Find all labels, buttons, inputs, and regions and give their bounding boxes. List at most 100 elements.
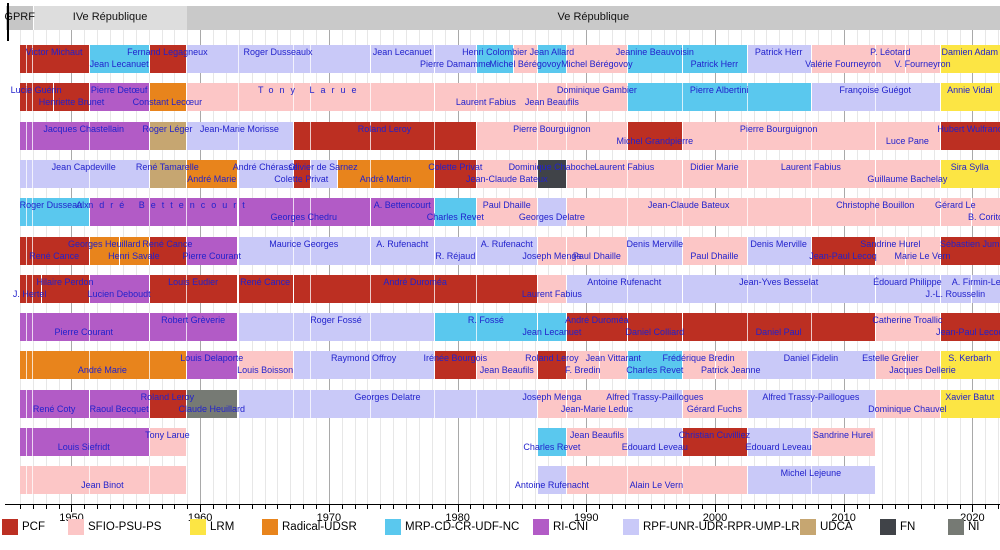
timeline-segment <box>476 159 538 188</box>
axis-year-tick <box>560 505 562 509</box>
axis-year-tick <box>573 505 575 509</box>
timeline-segment <box>746 159 876 188</box>
axis-year-tick <box>470 505 472 509</box>
year-gridline <box>805 30 807 504</box>
legend-label-ri: RI-CNI <box>553 521 589 533</box>
deputy-name-label: Daniel Fidelin <box>783 353 839 364</box>
timeline-segment <box>186 159 238 188</box>
legend-label-udca: UDCA <box>820 521 853 533</box>
deputy-name-label: Henriette Brunet <box>38 97 105 108</box>
timeline-segment <box>714 351 747 380</box>
axis-year-tick <box>110 505 112 509</box>
timeline-segment <box>537 389 567 418</box>
election-divider <box>309 274 311 303</box>
deputy-name-label: Constant Lecœur <box>132 97 203 108</box>
election-divider <box>309 389 311 418</box>
axis-decade-tick <box>586 505 588 512</box>
axis-decade-tick <box>714 505 716 512</box>
timeline-segment <box>746 351 876 380</box>
election-divider <box>476 83 478 112</box>
timeline-segment <box>434 83 538 112</box>
election-divider <box>31 236 33 265</box>
axis-tick-label: 1990 <box>574 512 599 524</box>
deputy-name-label: Colette Privat <box>428 161 483 172</box>
timeline-segment <box>682 313 876 342</box>
deputy-name-label: Marie Le Vern <box>894 250 951 261</box>
deputy-name-label: Jean-Claude Bateux <box>466 173 548 184</box>
timeline-segment <box>476 121 628 150</box>
timeline-segment <box>336 159 435 188</box>
election-divider <box>31 83 33 112</box>
year-gridline <box>161 30 163 504</box>
year-gridline <box>110 30 112 504</box>
election-divider <box>237 83 239 112</box>
timeline-segment <box>186 45 371 73</box>
timeline-segment <box>627 45 683 73</box>
year-gridline <box>689 30 691 504</box>
election-divider <box>25 198 27 227</box>
timeline-segment <box>537 466 567 495</box>
year-gridline <box>509 30 511 504</box>
election-divider <box>25 121 27 150</box>
year-gridline <box>251 30 253 504</box>
axis-year-tick <box>766 505 768 509</box>
axis-year-tick <box>637 505 639 509</box>
year-gridline <box>444 30 446 504</box>
year-gridline <box>547 30 549 504</box>
deputy-name-label: Denis Merville <box>750 238 807 249</box>
timeline-segment <box>537 198 567 227</box>
timeline-segment <box>18 236 90 265</box>
timeline-segment <box>18 274 41 303</box>
election-divider <box>292 83 294 112</box>
axis-year-tick <box>444 505 446 509</box>
timeline-segment <box>875 121 940 150</box>
decade-gridline <box>71 30 73 504</box>
year-gridline <box>380 30 382 504</box>
deputy-name-label: P. Léotard <box>870 47 911 57</box>
axis-year-tick <box>805 505 807 509</box>
year-gridline <box>779 30 781 504</box>
election-divider <box>292 313 294 342</box>
year-gridline <box>676 30 678 504</box>
timeline-segment <box>746 389 876 418</box>
election-divider <box>746 198 748 227</box>
timeline-segment <box>537 313 567 342</box>
deputy-name-label: Dominique Gambier <box>556 85 637 96</box>
deputy-name-label: Roger Léger <box>142 123 193 134</box>
timeline-segment <box>939 198 972 227</box>
deputy-name-label: Victor Michaut <box>25 47 83 57</box>
timeline-segment <box>476 45 513 73</box>
axis-year-tick <box>624 505 626 509</box>
deputy-name-label: Paul Dhaille <box>572 250 621 261</box>
election-divider <box>875 83 877 112</box>
timeline-segment <box>566 313 628 342</box>
deputy-name-label: A. Bettencourt <box>373 200 431 211</box>
axis-decade-tick <box>71 505 73 512</box>
timeline-segment <box>566 351 600 380</box>
election-divider <box>89 351 91 380</box>
axis-year-tick <box>418 505 420 509</box>
decade-gridline <box>972 30 974 504</box>
timeline-start-tick <box>7 3 9 41</box>
deputy-name-label: Georges Heuillard <box>68 238 141 249</box>
deputy-name-label: A. Firmin-Le Bod <box>951 276 1000 287</box>
timeline-segment <box>682 45 747 73</box>
timeline-segment <box>537 236 567 265</box>
timeline-segment <box>875 313 940 342</box>
deputy-name-label: Edouard Leveau <box>745 442 812 452</box>
election-divider <box>148 351 150 380</box>
election-divider <box>566 121 568 150</box>
timeline-segment <box>939 351 1000 380</box>
election-divider <box>434 274 436 303</box>
deputy-name-label: Pierre Albertini <box>689 85 749 96</box>
election-divider <box>370 274 372 303</box>
deputy-name-label: Louis Eudier <box>168 276 219 287</box>
deputy-name-label: Pierre Detœuf <box>90 85 148 96</box>
deputy-name-label: Jean Binot <box>81 480 124 491</box>
timeline-segment <box>434 351 477 380</box>
timeline-segment <box>18 466 186 495</box>
deputy-name-label: Raymond Offroy <box>330 353 397 364</box>
election-divider <box>292 198 294 227</box>
axis-year-tick <box>406 505 408 509</box>
timeline-segment <box>682 351 715 380</box>
